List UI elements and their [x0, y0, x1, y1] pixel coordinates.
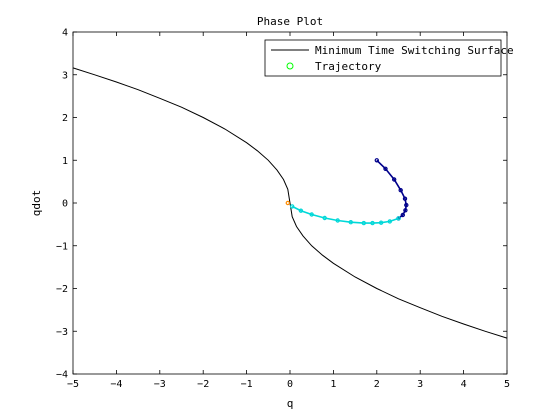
x-tick-label: 2 [374, 379, 380, 390]
chart-title: Phase Plot [257, 15, 323, 28]
x-tick-label: −5 [67, 379, 79, 390]
trajectory-path [291, 205, 399, 224]
legend-label-switching-surface: Minimum Time Switching Surface [315, 44, 514, 57]
x-tick-label: −2 [197, 379, 209, 390]
y-tick-label: 4 [62, 28, 68, 39]
x-tick-label: 1 [330, 379, 336, 390]
y-tick-label: −2 [56, 284, 68, 295]
trajectory-point [392, 177, 397, 182]
x-tick-label: −1 [241, 379, 253, 390]
y-tick-label: −3 [56, 327, 68, 338]
x-tick-label: 0 [287, 379, 293, 390]
legend-marker-swatch [286, 62, 294, 70]
trajectory-point [374, 158, 379, 163]
trajectory-point [285, 200, 290, 206]
legend-box [264, 39, 502, 77]
trajectory-path [376, 159, 408, 220]
y-tick-label: 2 [62, 113, 68, 124]
y-axis-label: qdot [30, 190, 43, 217]
y-tick-label: −4 [56, 370, 68, 381]
x-tick-label: −3 [154, 379, 166, 390]
x-tick-label: −4 [110, 379, 122, 390]
trajectory-point [383, 166, 388, 171]
switching-surface-line [72, 67, 508, 339]
y-tick-label: 0 [62, 199, 68, 210]
y-tick-label: 1 [62, 156, 68, 167]
legend-label-trajectory: Trajectory [315, 60, 382, 73]
y-tick-label: −1 [56, 241, 68, 252]
x-tick-label: 4 [461, 379, 467, 390]
x-tick-label: 5 [504, 379, 510, 390]
x-tick-label: 3 [417, 379, 423, 390]
x-axis-label: q [287, 397, 294, 410]
legend: Minimum Time Switching Surface Trajectory [264, 39, 514, 77]
y-tick-label: 3 [62, 70, 68, 81]
